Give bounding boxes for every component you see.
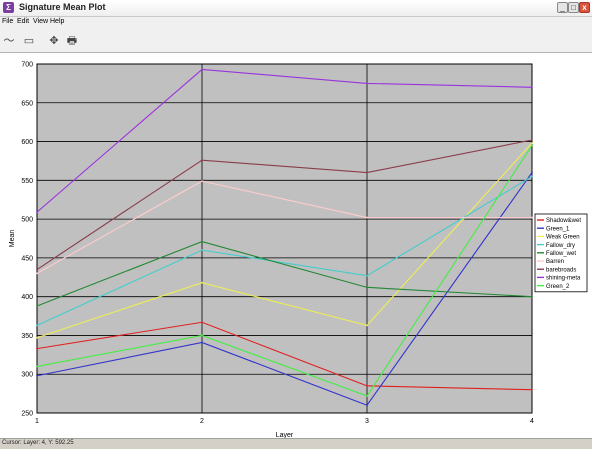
legend-label: Weak Green xyxy=(546,235,580,241)
series-point xyxy=(366,404,368,407)
signature-mean-chart: 250 300 350 400 450 500 550 600 650 700 1 2 3 4 Layer M… xyxy=(9,62,588,439)
series-point xyxy=(366,286,368,289)
toolbar: 〜 ▭ ✥ 🖶 xyxy=(0,29,592,53)
series-line xyxy=(36,241,533,307)
series-point xyxy=(531,295,533,298)
legend-label: barebroads xyxy=(546,267,576,273)
window-title: Signature Mean Plot xyxy=(19,2,106,12)
series-point xyxy=(201,321,203,324)
legend-label: Shadow&wet xyxy=(546,218,581,224)
y-tick-label: 500 xyxy=(21,217,33,224)
pan-icon[interactable]: ✥ xyxy=(49,35,59,47)
maximize-button[interactable]: □ xyxy=(568,2,579,13)
series-point xyxy=(531,86,533,89)
legend-label: Fallow_dry xyxy=(546,243,575,249)
series-point xyxy=(201,180,203,183)
series-point xyxy=(201,334,203,337)
series-point xyxy=(36,305,38,307)
series-point xyxy=(531,139,533,141)
series-point xyxy=(201,240,203,243)
series-point xyxy=(366,274,368,277)
menu-bar: File Edit View Help xyxy=(0,17,592,29)
series-line xyxy=(36,172,533,406)
series-line xyxy=(36,175,533,326)
plot-area: 250 300 350 400 450 500 550 600 650 700 1 2 3 4 Layer M… xyxy=(0,53,592,439)
series-line xyxy=(36,321,533,391)
x-tick-label: 3 xyxy=(365,418,369,425)
series-point xyxy=(366,82,368,85)
y-axis-label: Mean xyxy=(9,230,16,248)
close-button[interactable]: x xyxy=(579,2,590,13)
y-tick-label: 300 xyxy=(21,372,33,379)
print-icon[interactable]: 🖶 xyxy=(66,35,78,47)
select-icon[interactable]: ▭ xyxy=(23,35,35,47)
y-tick-label: 650 xyxy=(21,100,33,107)
series-point xyxy=(36,211,38,214)
series-line xyxy=(36,180,532,274)
series-point xyxy=(366,324,368,327)
series-line xyxy=(36,68,533,213)
x-tick-label: 2 xyxy=(200,418,204,425)
series-point xyxy=(201,68,203,71)
series-line xyxy=(36,142,533,339)
legend-label: Green_1 xyxy=(546,226,570,232)
series-point xyxy=(36,347,38,350)
legend-label: shining-meta xyxy=(546,276,581,282)
series-point xyxy=(531,144,533,147)
series-point xyxy=(366,384,368,387)
series-point xyxy=(36,272,38,275)
y-tick-label: 350 xyxy=(21,333,33,340)
y-tick-label: 700 xyxy=(21,62,33,69)
plot-background xyxy=(36,63,533,414)
menu-view[interactable]: View xyxy=(33,18,49,25)
series-point xyxy=(201,341,203,344)
cursor-readout: Cursor: Layer: 4, Y: 592.25 xyxy=(2,440,74,446)
series-point xyxy=(531,175,533,178)
series-point xyxy=(531,171,533,174)
series-point xyxy=(366,171,368,174)
series-point xyxy=(366,395,368,397)
y-tick-label: 250 xyxy=(21,411,33,418)
x-axis-label: Layer xyxy=(276,432,294,438)
series-point xyxy=(201,249,203,252)
menu-file[interactable]: File xyxy=(2,18,14,25)
series-point xyxy=(201,159,203,162)
y-tick-label: 450 xyxy=(21,255,33,262)
legend-label: Green_2 xyxy=(546,284,570,290)
title-bar: Σ Signature Mean Plot _ □ x xyxy=(0,0,592,17)
series-point xyxy=(36,268,38,271)
y-tick-label: 400 xyxy=(21,294,33,301)
x-tick-label: 4 xyxy=(530,418,534,425)
series-point xyxy=(36,324,38,327)
legend-label: Barren xyxy=(546,259,564,265)
series-line xyxy=(36,139,533,270)
menu-edit[interactable]: Edit xyxy=(17,18,30,25)
y-tick-label: 550 xyxy=(21,178,33,185)
series-point xyxy=(36,374,38,377)
minimize-button[interactable]: _ xyxy=(557,2,568,13)
line-tool-icon[interactable]: 〜 xyxy=(3,35,15,47)
series-point xyxy=(531,142,533,145)
series-point xyxy=(36,365,38,368)
series-point xyxy=(531,388,533,391)
series-point xyxy=(531,216,533,219)
menu-help[interactable]: Help xyxy=(50,18,65,25)
series-point xyxy=(201,281,203,284)
series-point xyxy=(36,336,38,339)
series-point xyxy=(366,216,368,219)
y-tick-label: 600 xyxy=(21,139,33,146)
app-icon: Σ xyxy=(3,2,14,13)
series-line xyxy=(36,145,533,397)
x-tick-label: 1 xyxy=(35,418,39,425)
legend-label: Fallow_wet xyxy=(546,251,576,257)
status-bar: Cursor: Layer: 4, Y: 592.25 xyxy=(0,438,592,449)
